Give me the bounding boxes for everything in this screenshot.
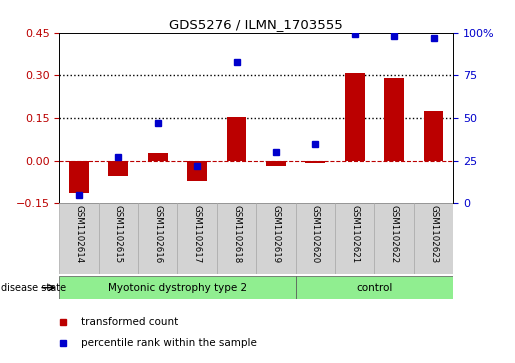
Bar: [177, 203, 217, 274]
Bar: [256, 203, 296, 274]
Bar: [59, 276, 296, 299]
Bar: [148, 153, 167, 160]
Text: GSM1102622: GSM1102622: [390, 205, 399, 264]
Bar: [217, 203, 256, 274]
Text: Myotonic dystrophy type 2: Myotonic dystrophy type 2: [108, 283, 247, 293]
Text: GSM1102614: GSM1102614: [75, 205, 83, 264]
Bar: [99, 203, 138, 274]
Bar: [424, 111, 443, 160]
Bar: [345, 73, 365, 160]
Text: GSM1102615: GSM1102615: [114, 205, 123, 264]
Text: GSM1102623: GSM1102623: [429, 205, 438, 264]
Title: GDS5276 / ILMN_1703555: GDS5276 / ILMN_1703555: [169, 19, 343, 32]
Bar: [187, 160, 207, 181]
Bar: [266, 160, 286, 166]
Bar: [59, 203, 99, 274]
Text: percentile rank within the sample: percentile rank within the sample: [81, 338, 257, 347]
Bar: [69, 160, 89, 193]
Bar: [305, 160, 325, 163]
Text: GSM1102619: GSM1102619: [271, 205, 280, 264]
Bar: [227, 117, 246, 160]
Text: GSM1102618: GSM1102618: [232, 205, 241, 264]
Text: GSM1102616: GSM1102616: [153, 205, 162, 264]
Text: disease state: disease state: [1, 283, 66, 293]
Bar: [138, 203, 177, 274]
Bar: [414, 203, 453, 274]
Text: GSM1102621: GSM1102621: [350, 205, 359, 264]
Text: GSM1102617: GSM1102617: [193, 205, 201, 264]
Bar: [296, 276, 453, 299]
Bar: [296, 203, 335, 274]
Bar: [384, 78, 404, 160]
Bar: [335, 203, 374, 274]
Bar: [109, 160, 128, 176]
Bar: [374, 203, 414, 274]
Text: GSM1102620: GSM1102620: [311, 205, 320, 264]
Text: control: control: [356, 283, 392, 293]
Text: transformed count: transformed count: [81, 317, 178, 327]
